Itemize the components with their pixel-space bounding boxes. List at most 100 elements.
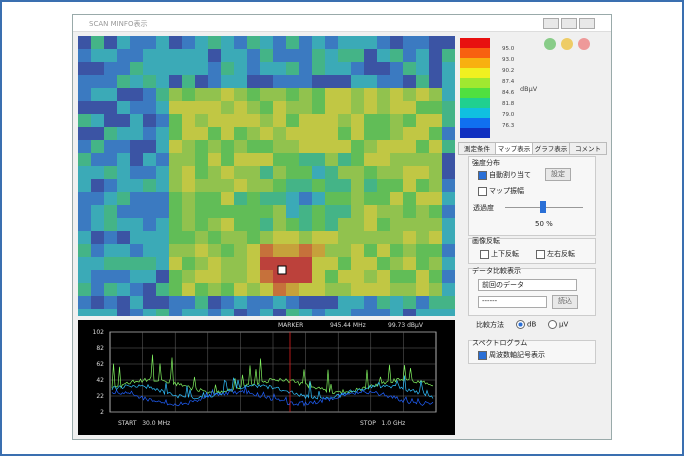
heat-cell [312, 75, 325, 88]
minimize-button[interactable] [543, 18, 559, 29]
heat-cell [325, 296, 338, 309]
heat-cell [117, 205, 130, 218]
heat-cell [104, 205, 117, 218]
heat-cell [377, 49, 390, 62]
heat-cell [169, 166, 182, 179]
db-radio[interactable]: dB [516, 320, 536, 329]
heat-cell [117, 283, 130, 296]
close-button[interactable] [579, 18, 595, 29]
heat-cell [78, 296, 91, 309]
heat-cell [221, 205, 234, 218]
heat-cell [78, 309, 91, 316]
tab[interactable]: グラフ表示 [532, 142, 570, 155]
heat-cell [429, 75, 442, 88]
heat-cell [286, 244, 299, 257]
heat-cell [286, 49, 299, 62]
heat-cell [377, 192, 390, 205]
heat-cell [234, 296, 247, 309]
heat-cell [234, 101, 247, 114]
heat-cell [195, 179, 208, 192]
heat-cell [364, 114, 377, 127]
heat-cell [390, 140, 403, 153]
heat-cell [377, 62, 390, 75]
heat-cell [195, 114, 208, 127]
load-button[interactable]: 読込 [552, 295, 578, 309]
heat-cell [91, 114, 104, 127]
colorbar-label: 79.0 [502, 112, 515, 118]
data-field[interactable]: ------ [478, 296, 547, 308]
status-lights [544, 38, 590, 50]
heat-cell [338, 88, 351, 101]
heat-cell [143, 270, 156, 283]
spectrum-bg [78, 320, 455, 435]
auto-checkbox[interactable]: 自動割り当て [478, 170, 531, 180]
heat-cell [338, 127, 351, 140]
vertical-checkbox[interactable]: 上下反転 [480, 249, 519, 259]
heat-cell [338, 296, 351, 309]
heat-cell [286, 205, 299, 218]
heat-cell [338, 192, 351, 205]
heat-cell [169, 101, 182, 114]
heat-cell [429, 231, 442, 244]
heat-cell [260, 296, 273, 309]
heat-cell [78, 75, 91, 88]
heat-cell [182, 205, 195, 218]
heat-cell [156, 127, 169, 140]
heat-cell [416, 283, 429, 296]
heat-cell [208, 62, 221, 75]
heat-cell [117, 153, 130, 166]
heat-cell [416, 218, 429, 231]
set-button[interactable]: 設定 [545, 168, 571, 181]
heat-cell [247, 270, 260, 283]
slider-thumb[interactable] [540, 201, 546, 213]
freq-axis-checkbox[interactable]: 周波数軸記号表示 [478, 350, 545, 360]
heat-cell [429, 166, 442, 179]
heat-cell [273, 231, 286, 244]
heat-cell [117, 62, 130, 75]
heat-cell [104, 231, 117, 244]
tab[interactable]: コメント [569, 142, 607, 155]
heat-cell [234, 88, 247, 101]
heat-cell [416, 244, 429, 257]
heat-cell [364, 75, 377, 88]
heat-cell [312, 88, 325, 101]
tab[interactable]: マップ表示 [495, 142, 533, 155]
heat-cell [117, 309, 130, 316]
amplitude-checkbox[interactable]: マップ振幅 [478, 186, 524, 196]
heat-cell [169, 257, 182, 270]
heat-cell [234, 270, 247, 283]
label: dB [527, 320, 537, 329]
heat-cell [78, 49, 91, 62]
heat-cell [91, 101, 104, 114]
tab[interactable]: 測定条件 [458, 142, 496, 155]
heat-cell [364, 179, 377, 192]
heat-cell [364, 296, 377, 309]
maximize-button[interactable] [561, 18, 577, 29]
heat-cell [338, 49, 351, 62]
heat-cell [260, 114, 273, 127]
heat-cell [104, 218, 117, 231]
heat-cell [442, 114, 455, 127]
heat-cell [156, 75, 169, 88]
heat-cell [78, 192, 91, 205]
heat-cell [286, 179, 299, 192]
heat-cell [442, 127, 455, 140]
heat-cell [221, 62, 234, 75]
heat-cell [286, 36, 299, 49]
heat-cell [143, 179, 156, 192]
heat-cell [442, 88, 455, 101]
heat-cell [221, 88, 234, 101]
heat-cell [338, 75, 351, 88]
heat-cell [104, 49, 117, 62]
data-dropdown[interactable]: 前回のデータ [478, 279, 577, 291]
heat-cell [364, 309, 377, 316]
heat-cell [390, 218, 403, 231]
heat-cell [299, 179, 312, 192]
uv-radio[interactable]: μV [548, 320, 568, 329]
heat-cell [442, 309, 455, 316]
heat-cell [299, 166, 312, 179]
horizontal-checkbox[interactable]: 左右反転 [536, 249, 575, 259]
heat-cell [130, 101, 143, 114]
heat-cell [156, 114, 169, 127]
heat-cell [325, 153, 338, 166]
